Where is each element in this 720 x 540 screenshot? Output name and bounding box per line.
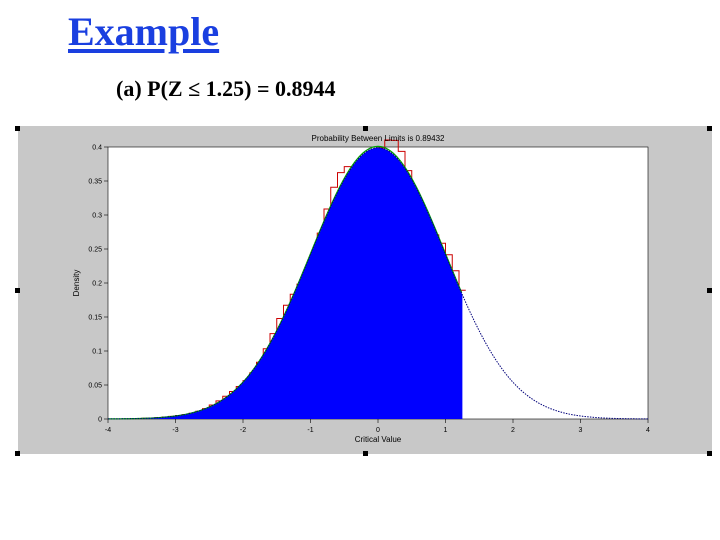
y-tick-label: 0.3 <box>92 213 102 220</box>
shaded-probability-area <box>108 147 463 419</box>
slide-title: Example <box>68 9 220 54</box>
x-tick-label: 1 <box>444 427 448 434</box>
y-tick-label: 0.35 <box>88 179 102 186</box>
selection-handle-bottom-left[interactable] <box>15 451 20 456</box>
y-axis-label: Density <box>72 270 81 297</box>
selection-handle-bottom-right[interactable] <box>707 451 712 456</box>
y-tick-label: 0.05 <box>88 383 102 390</box>
selection-handle-bottom-middle[interactable] <box>363 451 368 456</box>
selection-handle-top-right[interactable] <box>707 126 712 131</box>
x-tick-label: 3 <box>579 427 583 434</box>
y-tick-label: 0.1 <box>92 349 102 356</box>
probability-statement: (a) P(Z ≤ 1.25) = 0.8944 <box>116 76 336 101</box>
selection-handle-top-middle[interactable] <box>363 126 368 131</box>
selection-handle-top-left[interactable] <box>15 126 20 131</box>
y-axis-ticks: 0 0.05 0.1 0.15 0.2 0.25 0.3 0.35 0.4 <box>88 145 108 424</box>
x-tick-label: -1 <box>307 427 313 434</box>
x-axis-label: Critical Value <box>355 435 402 444</box>
x-tick-label: -2 <box>240 427 246 434</box>
x-tick-label: -3 <box>172 427 178 434</box>
y-tick-label: 0.2 <box>92 281 102 288</box>
y-tick-label: 0 <box>98 417 102 424</box>
y-tick-label: 0.15 <box>88 315 102 322</box>
y-tick-label: 0.25 <box>88 247 102 254</box>
x-axis-ticks: -4 -3 -2 -1 0 1 2 3 4 <box>105 419 650 434</box>
normal-distribution-chart: -4 -3 -2 -1 0 1 2 3 4 0 0.05 0.1 0.15 0.2 0.25 0.3 0.35… <box>72 134 650 444</box>
x-tick-label: 4 <box>646 427 650 434</box>
selection-handle-middle-right[interactable] <box>707 288 712 293</box>
x-tick-label: 2 <box>511 427 515 434</box>
chart-title: Probability Between Limits is 0.89432 <box>312 134 446 143</box>
x-tick-label: 0 <box>376 427 380 434</box>
figure-panel: -4 -3 -2 -1 0 1 2 3 4 0 0.05 0.1 0.15 0.2 0.25 0.3 0.35… <box>15 126 712 456</box>
x-tick-label: -4 <box>105 427 111 434</box>
y-tick-label: 0.4 <box>92 145 102 152</box>
selection-handle-middle-left[interactable] <box>15 288 20 293</box>
